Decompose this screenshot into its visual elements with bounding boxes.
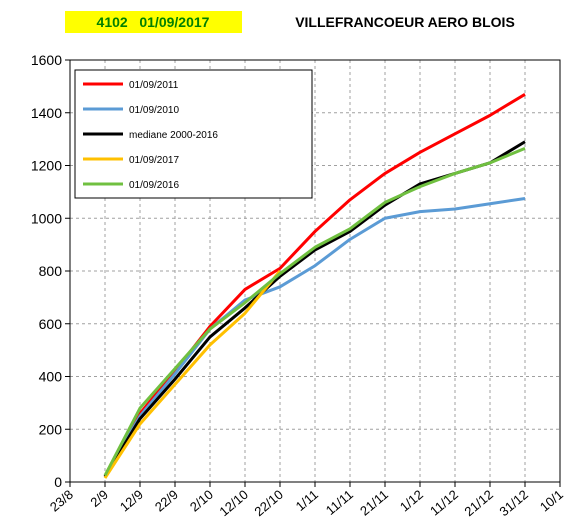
- legend-label: 01/09/2010: [129, 105, 179, 116]
- x-tick-label: 11/12: [427, 487, 461, 519]
- x-tick-label: 21/12: [461, 487, 496, 519]
- x-tick-label: 23/8: [47, 487, 76, 515]
- y-tick-label: 1000: [31, 210, 62, 226]
- y-tick-label: 400: [39, 369, 63, 385]
- station-label: 4102 01/09/2017: [97, 14, 210, 30]
- y-tick-label: 1200: [31, 158, 62, 174]
- series-line: [103, 146, 526, 477]
- x-tick-label: 1/11: [293, 487, 321, 514]
- x-tick-label: 21/11: [357, 487, 391, 519]
- x-tick-label: 1/12: [397, 487, 426, 515]
- x-tick-label: 22/9: [152, 487, 181, 515]
- chart-title: VILLEFRANCOEUR AERO BLOIS: [295, 14, 515, 30]
- series-line: [103, 270, 282, 479]
- y-tick-label: 200: [39, 421, 63, 437]
- x-tick-label: 2/10: [187, 487, 216, 515]
- y-tick-label: 1400: [31, 105, 62, 121]
- y-tick-label: 800: [39, 263, 63, 279]
- x-tick-label: 12/9: [117, 487, 146, 515]
- series-line: [103, 93, 526, 478]
- x-tick-label: 31/12: [496, 487, 531, 519]
- y-tick-label: 600: [39, 316, 63, 332]
- y-tick-label: 1600: [31, 52, 62, 68]
- series-line: [103, 196, 526, 478]
- legend-label: 01/09/2016: [129, 180, 179, 191]
- x-tick-label: 10/1: [537, 487, 566, 515]
- legend-label: 01/09/2017: [129, 155, 179, 166]
- y-tick-label: 0: [54, 474, 62, 490]
- station-box: [65, 11, 242, 33]
- x-tick-label: 22/10: [251, 487, 286, 519]
- x-tick-label: 12/10: [216, 487, 251, 519]
- legend-label: 01/09/2011: [129, 80, 179, 91]
- plot-frame: [69, 59, 561, 483]
- x-tick-label: 11/11: [323, 487, 356, 518]
- legend-label: mediane 2000-2016: [129, 130, 218, 141]
- legend: 01/09/2011 01/09/2010 mediane 2000-2016 01/…: [74, 69, 313, 199]
- x-tick-label: 2/9: [87, 487, 110, 510]
